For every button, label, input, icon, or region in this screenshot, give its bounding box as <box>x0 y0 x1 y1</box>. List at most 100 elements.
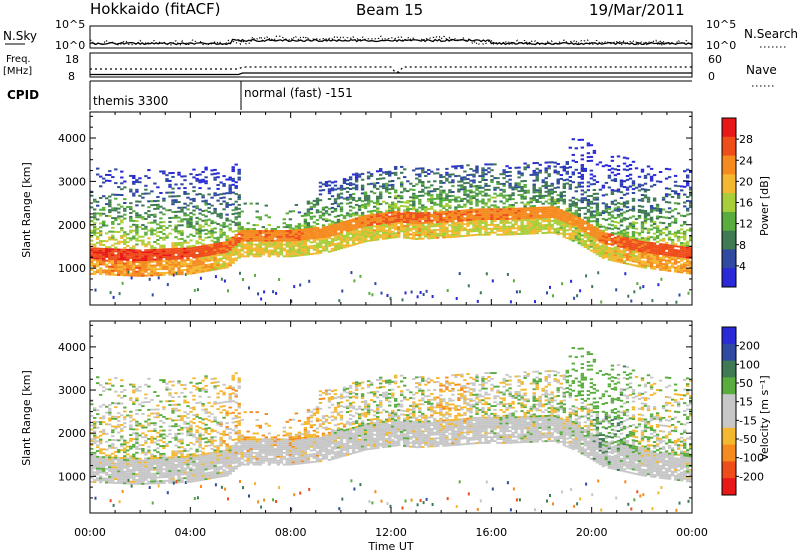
power-cell <box>297 227 302 229</box>
power-cell <box>117 270 121 272</box>
power-cell <box>553 206 557 209</box>
power-cell <box>189 218 193 220</box>
power-cell <box>538 163 542 166</box>
velocity-cell <box>105 464 109 466</box>
power-cell <box>574 227 578 230</box>
power-cell <box>445 179 449 182</box>
power-cell <box>523 226 527 229</box>
power-cell <box>604 234 609 237</box>
velocity-cell <box>93 420 97 423</box>
power-cell <box>207 251 211 254</box>
power-cell <box>406 209 410 212</box>
power-cell <box>484 169 488 172</box>
velocity-cell <box>99 475 103 478</box>
power-cell <box>667 201 672 204</box>
power-cell <box>628 257 633 260</box>
power-cell <box>225 202 229 204</box>
power-cell <box>213 262 217 265</box>
power-cell <box>207 236 211 239</box>
power-cell <box>451 226 455 229</box>
power-cell <box>664 228 669 231</box>
power-cell <box>403 219 407 221</box>
power-cell <box>213 247 217 249</box>
power-cell <box>93 229 97 232</box>
power-cell <box>210 245 214 248</box>
power-cell <box>394 222 398 225</box>
power-cell <box>403 224 407 227</box>
power-cell <box>276 237 280 240</box>
power-cell <box>351 206 356 209</box>
power-cell <box>517 211 521 214</box>
power-cell <box>180 210 184 213</box>
power-cell <box>249 202 253 205</box>
power-cell <box>306 249 311 252</box>
power-cell <box>625 258 630 261</box>
nave-tick-bottom: 0 <box>708 70 715 83</box>
power-cell <box>327 184 332 187</box>
power-cell <box>369 225 374 228</box>
power-cell <box>318 181 323 184</box>
power-cell <box>625 247 630 250</box>
power-cell <box>625 202 630 205</box>
power-cell <box>601 210 606 213</box>
power-cell <box>583 240 587 243</box>
velocity-cell <box>93 473 97 476</box>
power-cell <box>210 229 214 232</box>
power-cell <box>147 264 151 267</box>
power-cell <box>619 238 624 240</box>
power-cell <box>568 146 572 149</box>
power-cell <box>613 250 618 253</box>
power-cell <box>336 222 341 225</box>
power-cell <box>661 253 666 256</box>
power-cell <box>276 226 280 229</box>
power-cell <box>484 216 488 219</box>
power-cell <box>655 235 660 237</box>
power-cell <box>162 170 166 173</box>
power-cell <box>141 261 145 264</box>
power-cell <box>333 237 338 240</box>
power-cell <box>294 243 299 245</box>
power-cell <box>433 209 437 212</box>
power-cell <box>430 198 434 201</box>
power-cell <box>577 230 581 233</box>
power-cell <box>628 249 633 252</box>
power-cell <box>544 231 548 234</box>
velocity-cell <box>99 465 103 468</box>
power-cell <box>487 198 491 201</box>
power-cell <box>571 200 575 203</box>
power-cell <box>385 188 389 191</box>
power-cell <box>574 203 578 206</box>
power-cell <box>592 228 597 230</box>
power-cell <box>354 229 359 232</box>
power-cell <box>219 251 223 254</box>
power-cell <box>571 233 575 236</box>
power-cell <box>294 233 299 236</box>
power-cell <box>649 228 654 231</box>
power-cell <box>192 270 196 273</box>
power-cell <box>240 247 244 250</box>
power-cell <box>108 203 112 206</box>
power-cell <box>579 289 582 293</box>
power-cell <box>559 166 563 169</box>
power-cell <box>451 210 455 213</box>
power-cell <box>589 173 594 176</box>
power-cell <box>538 218 542 221</box>
power-cell <box>165 271 169 274</box>
power-cell <box>595 227 600 230</box>
power-cell <box>228 192 232 195</box>
power-cell <box>147 176 151 179</box>
power-cell <box>541 208 545 211</box>
power-cell <box>345 214 350 217</box>
power-cell <box>369 173 374 176</box>
power-cell <box>276 233 280 236</box>
power-cell <box>442 224 446 227</box>
power-cell <box>667 211 672 214</box>
power-cell <box>177 255 181 258</box>
power-cell <box>294 229 299 232</box>
power-cell <box>595 222 600 224</box>
power-cell <box>93 216 97 219</box>
power-cell <box>547 194 551 197</box>
velocity-cell <box>105 460 109 463</box>
power-cell <box>673 208 678 211</box>
power-cell <box>324 235 329 238</box>
